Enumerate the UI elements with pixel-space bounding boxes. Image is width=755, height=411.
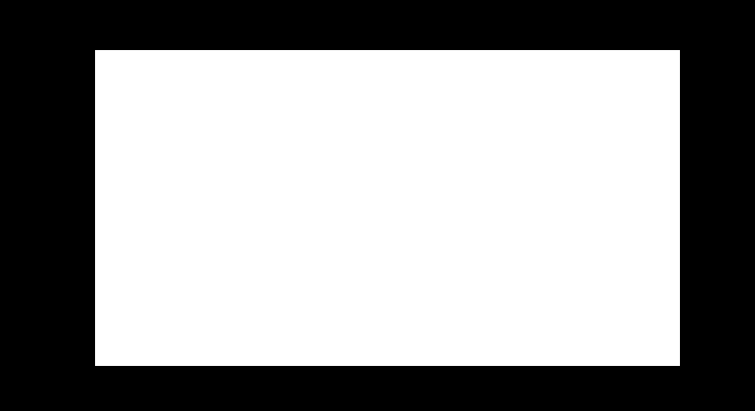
Text: RDKit required: RDKit required [336,201,438,215]
